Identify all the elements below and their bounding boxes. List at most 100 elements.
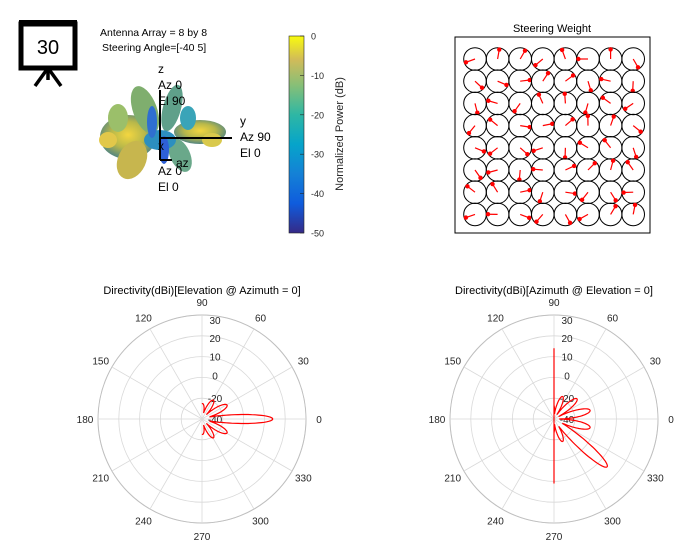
polar-angle-label: 90: [196, 298, 208, 309]
steering-weight-tip: [487, 151, 493, 156]
steering-weight-tip: [527, 188, 532, 193]
steering-weight-tip: [623, 106, 628, 111]
colorbar-label: Normalized Power (dB): [334, 77, 346, 191]
x-axis-az: Az 0: [158, 164, 182, 178]
polar-radial-label: -40: [560, 415, 575, 426]
polar-pattern-curve: [201, 399, 274, 439]
steering-weight-tip: [621, 190, 626, 195]
array-size-label: Antenna Array = 8 by 8: [100, 27, 207, 39]
x-axis-name: x: [158, 139, 164, 153]
steering-weight-tip: [479, 85, 485, 90]
polar-angle-label: 330: [295, 474, 312, 485]
polar-angle-label: 210: [92, 474, 109, 485]
steering-angle-label: Steering Angle=[-40 5]: [102, 42, 206, 54]
steering-weight-tip: [576, 56, 581, 62]
polar-angle-label: 180: [429, 415, 446, 426]
y-axis-name: y: [240, 114, 246, 128]
steering-weight-tip: [486, 98, 491, 103]
steering-weight-tip: [633, 154, 639, 160]
colorbar: 0 -10 -20 -30 -40 -50 Normalized Power (dB): [288, 32, 346, 239]
colorbar-tick-label: -20: [311, 110, 324, 120]
polar-azimuth-chart: Directivity(dBi)[Azimuth @ Elevation = 0…: [429, 285, 675, 543]
polar-spoke: [111, 366, 203, 420]
steering-weight-tip: [635, 65, 641, 70]
x-axis-el: El 0: [158, 180, 179, 194]
steering-weight-tip: [527, 124, 532, 130]
steering-weight-tip: [487, 117, 493, 122]
polar-angle-label: 30: [650, 357, 662, 368]
az-label: az: [176, 156, 189, 170]
steering-weight-tip: [531, 148, 536, 153]
steering-weight-tip: [531, 166, 536, 172]
steering-weight-tip: [571, 163, 577, 169]
polar-angle-label: 240: [135, 516, 152, 527]
polar-spoke: [201, 366, 293, 420]
steering-weight-tip: [497, 47, 502, 52]
polar-angle-label: 60: [255, 314, 267, 325]
steering-weight-tip: [613, 198, 618, 203]
polar-angle-label: 330: [647, 474, 664, 485]
steering-weight-tip: [512, 108, 517, 114]
steering-weight-tip: [600, 95, 606, 100]
polar-angle-label: 0: [316, 415, 322, 426]
polar-radial-label: -40: [208, 415, 223, 426]
steering-weight-tip: [610, 158, 616, 163]
steering-weight-tip: [608, 47, 613, 52]
steering-weight-tip: [585, 113, 591, 119]
radiation-pattern-surface: [99, 84, 226, 180]
steering-weight-tip: [465, 184, 470, 189]
polar-pattern-curve: [553, 348, 609, 484]
steering-weight-tip: [632, 202, 638, 208]
y-axis-el: El 0: [240, 146, 261, 160]
steering-weight-tip: [562, 91, 567, 97]
polar-angle-label: 120: [135, 314, 152, 325]
steering-weight-panel: Steering Weight: [454, 23, 651, 234]
axis-lines: [159, 90, 232, 161]
steering-weight-tip: [525, 152, 530, 157]
steering-weight-tip: [570, 117, 575, 122]
steering-weight-tip: [602, 138, 607, 143]
colorbar-tick-label: 0: [311, 32, 316, 42]
steering-weight-tip: [463, 215, 469, 220]
polar-angle-label: 270: [546, 532, 563, 543]
colorbar-tick-label: -30: [311, 150, 324, 160]
pattern-3d-panel: Antenna Array = 8 by 8 Steering Angle=[-…: [99, 27, 346, 239]
polar-spoke: [201, 418, 293, 472]
polar-spoke: [201, 418, 255, 510]
colorbar-tick-label: -40: [311, 189, 324, 199]
polar-angle-label: 120: [487, 314, 504, 325]
polar-title: Directivity(dBi)[Azimuth @ Elevation = 0…: [455, 285, 653, 297]
polar-angle-label: 210: [444, 474, 461, 485]
polar-angle-label: 90: [548, 298, 560, 309]
polar-radial-label: 10: [561, 353, 573, 364]
polar-radial-label: 20: [209, 334, 221, 345]
polar-radial-label: 0: [212, 371, 218, 382]
presentation-board-icon: 30: [18, 20, 78, 88]
polar-spoke: [149, 418, 203, 510]
polar-spoke: [111, 418, 203, 472]
polar-spoke: [463, 366, 555, 420]
steering-weight-tip: [567, 220, 573, 226]
steering-weight-tip: [463, 60, 469, 65]
steering-weight-tip: [490, 181, 495, 187]
slide-number: 30: [37, 37, 59, 59]
steering-weight-tip: [599, 76, 604, 82]
steering-weight-tip: [522, 48, 528, 53]
polar-angle-label: 150: [92, 357, 109, 368]
steering-weight-tip: [527, 77, 532, 83]
polar-radial-label: -20: [560, 394, 575, 405]
steering-weight-tip: [536, 92, 542, 97]
polar-radial-label: 10: [209, 353, 221, 364]
steering-weight-tip: [588, 88, 594, 93]
steering-weight-tip: [526, 215, 532, 221]
y-axis-az: Az 90: [240, 130, 271, 144]
polar-spoke: [463, 418, 555, 472]
polar-radial-label: 0: [564, 371, 570, 382]
steering-weight-tip: [577, 216, 582, 222]
steering-weight-tip: [533, 62, 538, 68]
steering-weight-tip: [559, 47, 565, 53]
steering-element-circle: [621, 202, 646, 227]
steering-weight-tip: [572, 191, 578, 196]
polar-radial-label: 30: [561, 316, 573, 327]
